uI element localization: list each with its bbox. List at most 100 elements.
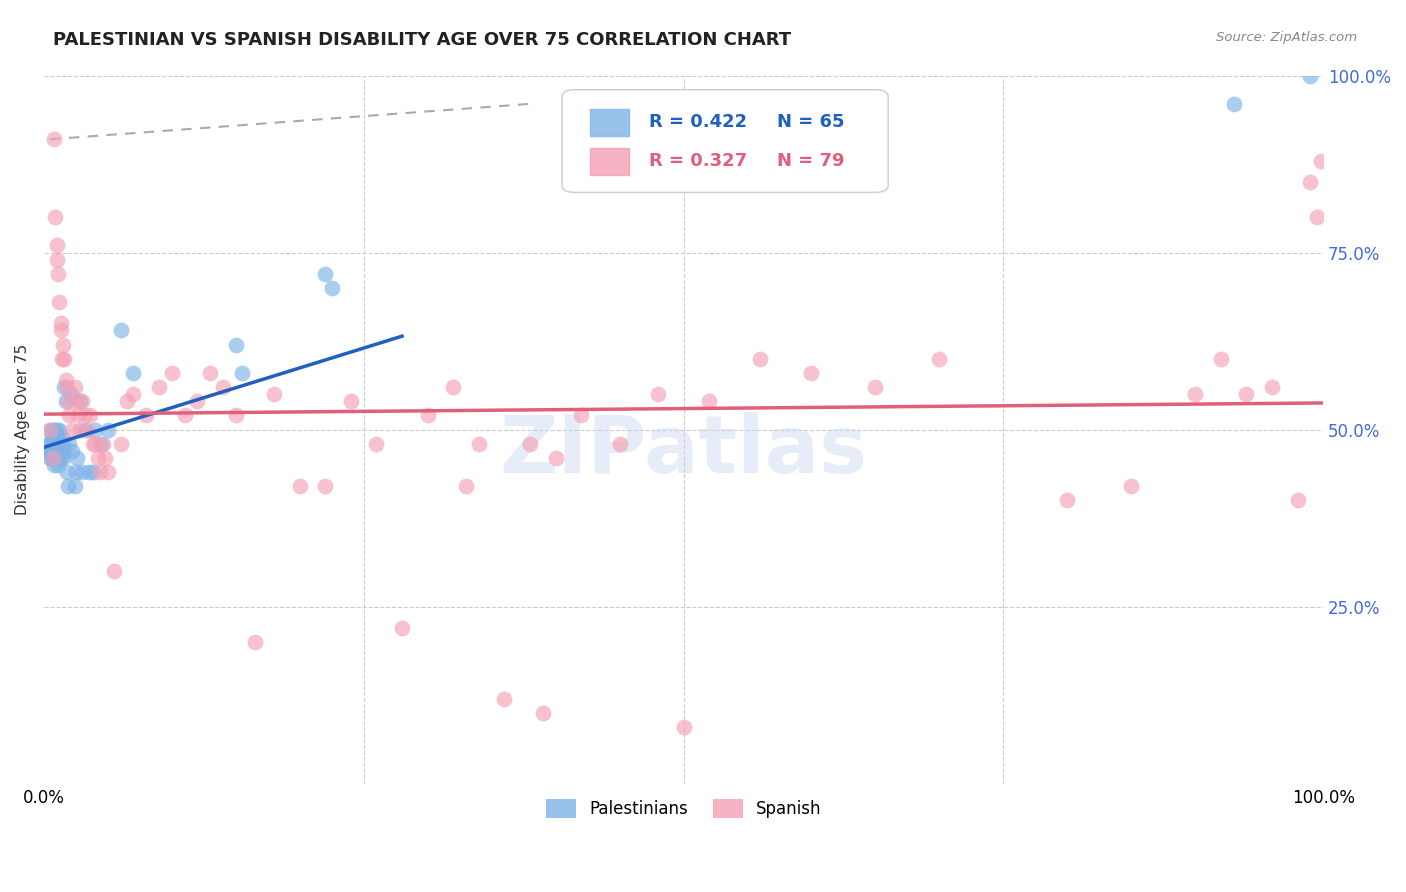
Point bbox=[454, 479, 477, 493]
Point bbox=[94, 450, 117, 465]
Point bbox=[42, 437, 65, 451]
Point bbox=[1184, 387, 1206, 401]
Point bbox=[56, 380, 79, 394]
Point bbox=[697, 394, 720, 409]
Point bbox=[39, 450, 62, 465]
Point bbox=[231, 366, 253, 380]
Point bbox=[749, 351, 772, 366]
Point bbox=[416, 409, 439, 423]
Point bbox=[42, 423, 65, 437]
Point bbox=[48, 423, 70, 437]
Point bbox=[44, 443, 66, 458]
Point bbox=[1261, 380, 1284, 394]
Point bbox=[38, 443, 60, 458]
Point bbox=[48, 295, 70, 310]
Point bbox=[531, 706, 554, 720]
Point bbox=[122, 387, 145, 401]
Point bbox=[59, 387, 82, 401]
Point bbox=[609, 437, 631, 451]
Point bbox=[46, 443, 69, 458]
Point bbox=[82, 437, 104, 451]
Point bbox=[391, 621, 413, 635]
Point bbox=[173, 409, 195, 423]
Point bbox=[60, 423, 83, 437]
Point bbox=[49, 317, 72, 331]
Point bbox=[48, 450, 70, 465]
Point bbox=[39, 423, 62, 437]
Point bbox=[82, 465, 104, 479]
Point bbox=[115, 394, 138, 409]
Point bbox=[69, 394, 91, 409]
Point bbox=[672, 720, 695, 734]
Point bbox=[56, 465, 79, 479]
Point bbox=[42, 443, 65, 458]
Bar bbox=[591, 148, 628, 175]
Point bbox=[103, 564, 125, 578]
Point bbox=[198, 366, 221, 380]
Point bbox=[519, 437, 541, 451]
Point bbox=[41, 430, 63, 444]
Text: PALESTINIAN VS SPANISH DISABILITY AGE OVER 75 CORRELATION CHART: PALESTINIAN VS SPANISH DISABILITY AGE OV… bbox=[53, 31, 792, 49]
Point bbox=[97, 423, 120, 437]
Point bbox=[46, 430, 69, 444]
Point bbox=[1286, 493, 1309, 508]
Point bbox=[39, 423, 62, 437]
Point bbox=[1209, 351, 1232, 366]
Point bbox=[53, 351, 76, 366]
Point bbox=[45, 238, 67, 252]
Point bbox=[58, 437, 80, 451]
Point bbox=[84, 437, 107, 451]
Point bbox=[314, 267, 336, 281]
Point bbox=[49, 323, 72, 337]
Point bbox=[186, 394, 208, 409]
Point bbox=[44, 437, 66, 451]
Y-axis label: Disability Age Over 75: Disability Age Over 75 bbox=[15, 344, 30, 516]
Point bbox=[86, 450, 108, 465]
Point bbox=[76, 423, 98, 437]
Point bbox=[1234, 387, 1257, 401]
Legend: Palestinians, Spanish: Palestinians, Spanish bbox=[538, 792, 828, 825]
Point bbox=[42, 437, 65, 451]
Point bbox=[52, 450, 75, 465]
Point bbox=[569, 409, 592, 423]
Point bbox=[72, 465, 94, 479]
Point bbox=[42, 443, 65, 458]
Point bbox=[73, 409, 96, 423]
Point bbox=[44, 450, 66, 465]
Point bbox=[263, 387, 285, 401]
Point bbox=[52, 437, 75, 451]
Point bbox=[41, 443, 63, 458]
Point bbox=[42, 450, 65, 465]
Point bbox=[58, 394, 80, 409]
Point bbox=[1299, 175, 1322, 189]
Point bbox=[45, 252, 67, 267]
Point bbox=[79, 409, 101, 423]
Point bbox=[72, 394, 94, 409]
Point bbox=[1222, 96, 1244, 111]
Point bbox=[48, 437, 70, 451]
Point bbox=[84, 423, 107, 437]
Point bbox=[42, 458, 65, 472]
Point bbox=[225, 409, 247, 423]
Text: N = 79: N = 79 bbox=[778, 152, 845, 169]
Point bbox=[41, 450, 63, 465]
Point bbox=[314, 479, 336, 493]
Point bbox=[800, 366, 823, 380]
Point bbox=[55, 394, 77, 409]
Point bbox=[110, 437, 132, 451]
Point bbox=[97, 465, 120, 479]
Point bbox=[51, 430, 73, 444]
Point bbox=[58, 479, 80, 493]
Point bbox=[321, 281, 343, 295]
Point bbox=[647, 387, 669, 401]
Point bbox=[73, 423, 96, 437]
Point bbox=[160, 366, 183, 380]
Point bbox=[110, 323, 132, 337]
Point bbox=[44, 430, 66, 444]
Point bbox=[55, 373, 77, 387]
Point bbox=[122, 366, 145, 380]
Point bbox=[288, 479, 311, 493]
Point bbox=[89, 465, 111, 479]
Point bbox=[51, 351, 73, 366]
Point bbox=[42, 132, 65, 146]
